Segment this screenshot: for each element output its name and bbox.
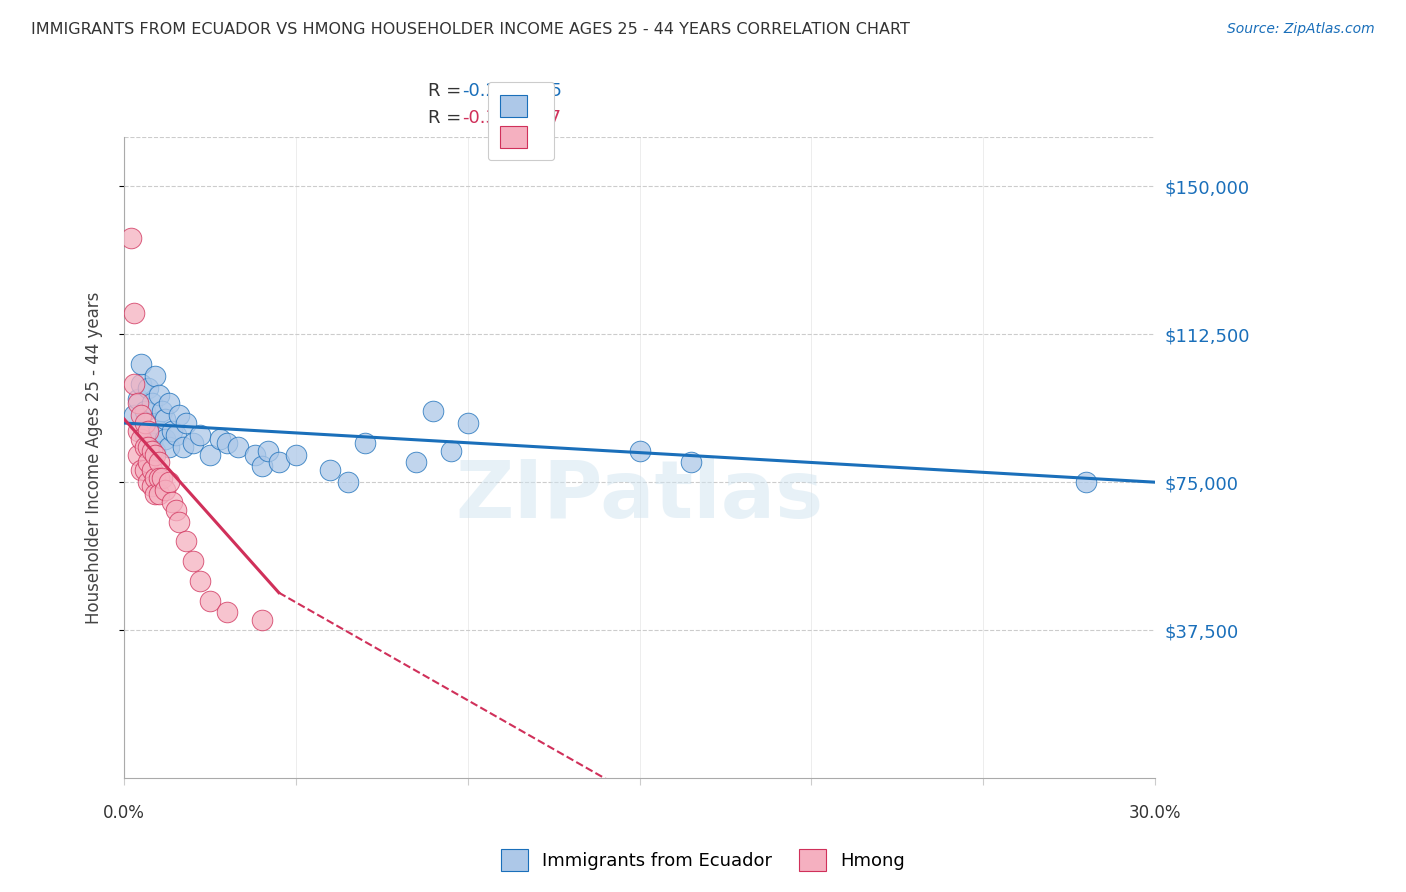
Point [167,515,190,529]
Point [250,613,273,627]
Point [131,463,153,477]
Point [136,455,159,469]
Point [143,443,166,458]
Point [165,503,187,517]
Point [681,455,703,469]
Point [127,448,149,462]
Text: 37: 37 [538,109,561,127]
Point [131,432,153,446]
Point [188,428,211,442]
Point [131,376,153,391]
Point [136,440,159,454]
Point [127,392,149,407]
Point [198,593,221,607]
Point [174,416,197,430]
Point [157,396,180,410]
Point [150,471,173,485]
Text: -0.374: -0.374 [463,109,520,127]
Legend: , : , [488,82,554,161]
Point [188,574,211,588]
Point [336,475,359,490]
Text: N =: N = [506,109,557,127]
Point [134,463,156,477]
Point [217,435,239,450]
Point [134,404,156,418]
Point [628,443,651,458]
Point [217,605,239,619]
Point [134,440,156,454]
Text: 30.0%: 30.0% [1129,804,1181,822]
Point [127,396,149,410]
Point [353,435,375,450]
Point [1076,475,1098,490]
Point [155,412,177,426]
Point [124,408,146,422]
Point [155,483,177,497]
Point [136,424,159,438]
Point [257,443,280,458]
Text: R =: R = [429,82,467,100]
Point [136,380,159,394]
Point [209,432,232,446]
Point [162,495,184,509]
Text: 45: 45 [538,82,561,100]
Point [226,440,249,454]
Point [440,443,463,458]
Point [131,357,153,371]
Point [174,534,197,549]
Point [141,479,163,493]
Point [143,448,166,462]
Point [131,408,153,422]
Point [405,455,427,469]
Point [136,424,159,438]
Point [124,305,146,319]
Point [127,424,149,438]
Point [150,404,173,418]
Point [285,448,308,462]
Point [165,428,187,442]
Point [172,440,194,454]
Point [141,435,163,450]
Point [267,455,290,469]
Point [157,475,180,490]
Text: IMMIGRANTS FROM ECUADOR VS HMONG HOUSEHOLDER INCOME AGES 25 - 44 YEARS CORRELATI: IMMIGRANTS FROM ECUADOR VS HMONG HOUSEHO… [31,22,910,37]
Point [181,554,204,568]
Point [148,471,170,485]
Text: Source: ZipAtlas.com: Source: ZipAtlas.com [1227,22,1375,37]
Point [134,428,156,442]
Point [422,404,444,418]
Point [120,230,142,244]
Point [457,416,479,430]
Point [136,475,159,490]
Point [157,440,180,454]
Point [141,463,163,477]
Point [155,432,177,446]
Point [134,416,156,430]
Point [143,471,166,485]
Point [124,376,146,391]
Point [243,448,266,462]
Legend: Immigrants from Ecuador, Hmong: Immigrants from Ecuador, Hmong [494,842,912,879]
Y-axis label: Householder Income Ages 25 - 44 years: Householder Income Ages 25 - 44 years [86,292,103,624]
Point [162,424,184,438]
Text: -0.283: -0.283 [463,82,520,100]
Point [143,487,166,501]
Point [250,459,273,474]
Text: R =: R = [429,109,467,127]
Text: 0.0%: 0.0% [103,804,145,822]
Point [141,396,163,410]
Text: ZIPatlas: ZIPatlas [456,457,824,535]
Point [148,388,170,402]
Point [148,424,170,438]
Point [181,435,204,450]
Point [319,463,342,477]
Point [141,443,163,458]
Point [198,448,221,462]
Point [167,408,190,422]
Text: N =: N = [506,82,557,100]
Point [148,455,170,469]
Point [143,368,166,383]
Point [148,487,170,501]
